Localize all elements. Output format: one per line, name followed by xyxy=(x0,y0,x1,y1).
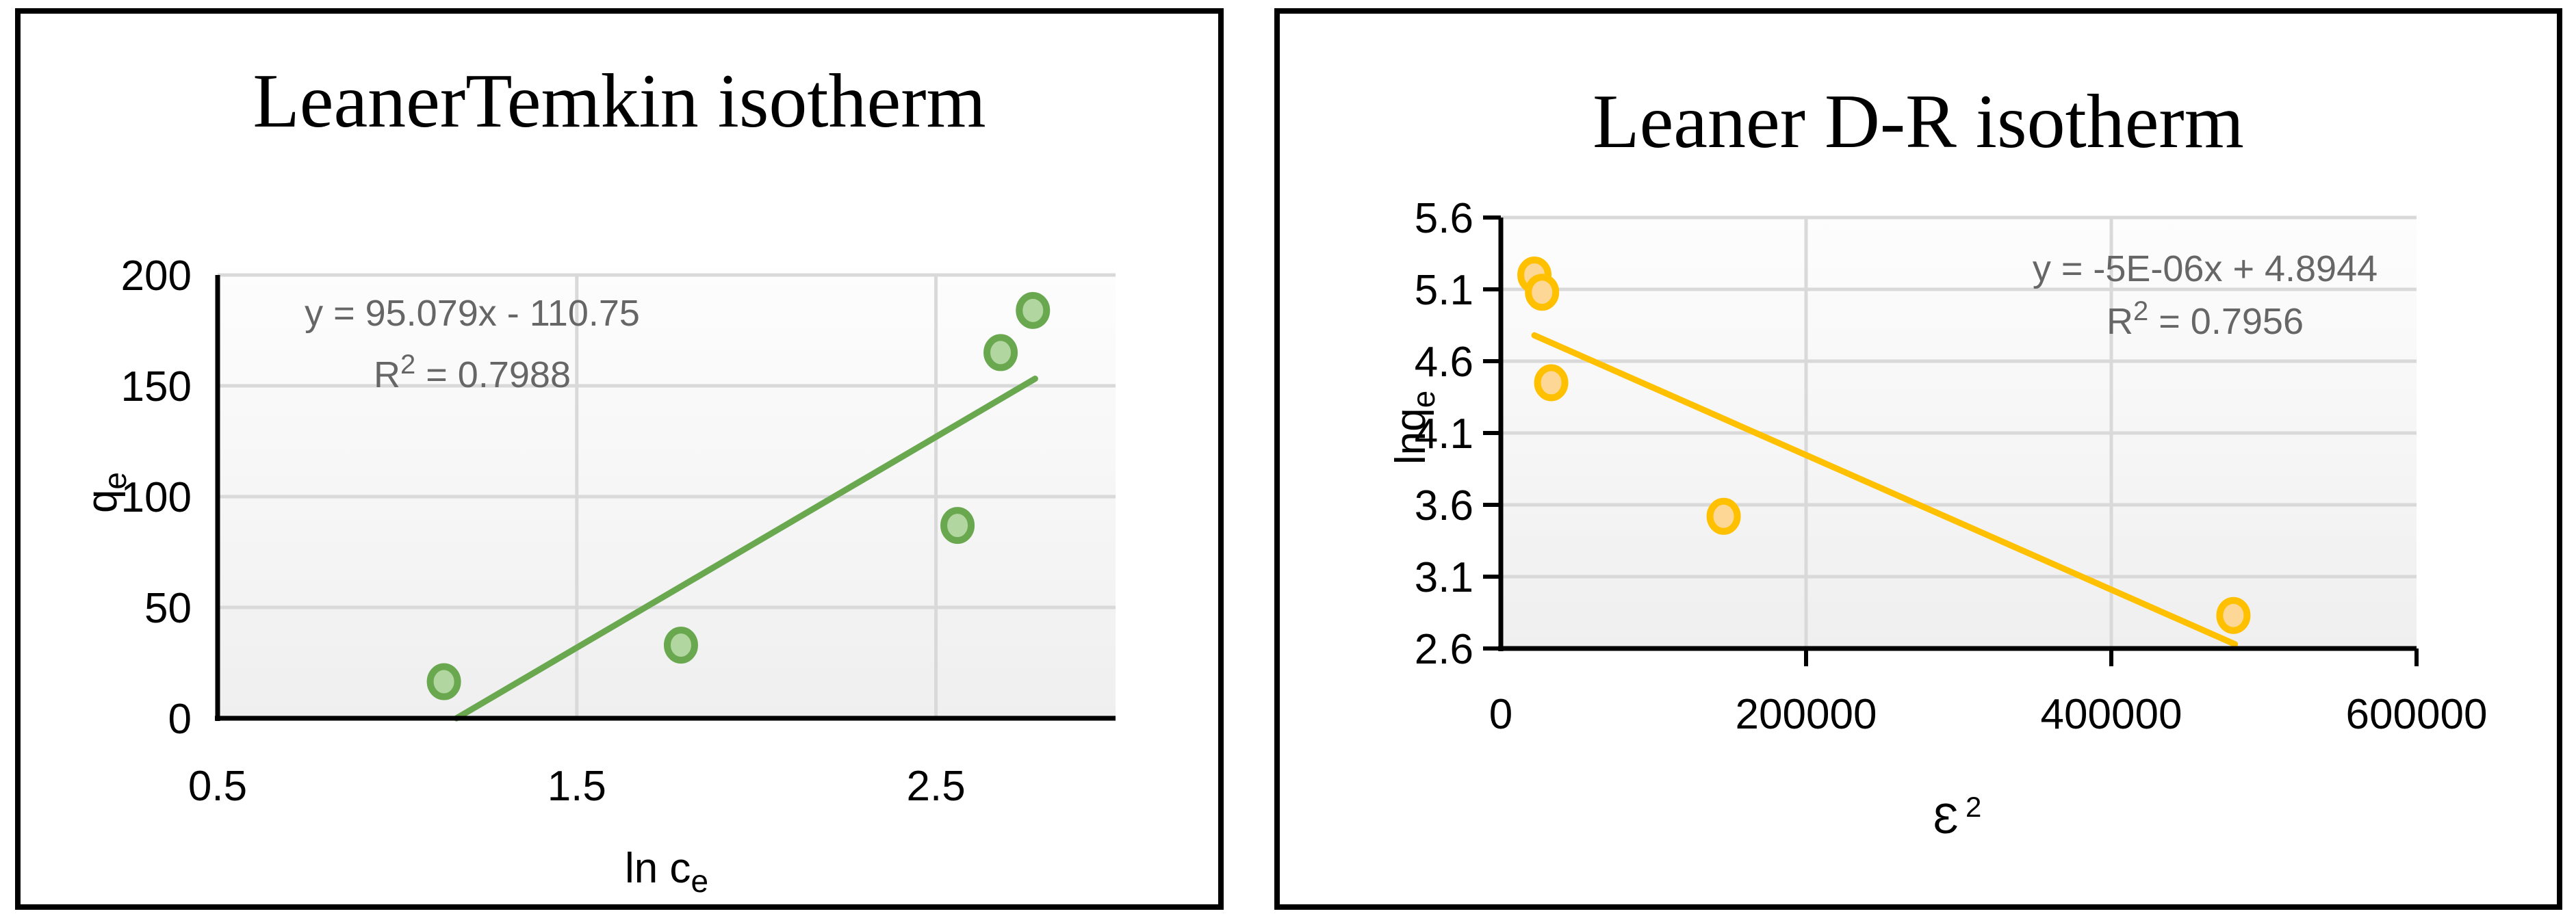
r-squared-label: R2 = 0.7956 xyxy=(2107,296,2304,342)
data-point xyxy=(663,627,698,664)
x-tick-label: 0.5 xyxy=(188,763,247,810)
chart-canvas: 2.6 3.1 3.6 4.1 4.6 5.1 5.6 0 200000 400000 600000… xyxy=(1387,79,2488,843)
trendline-equation: y = 95.079x - 110.75 xyxy=(305,293,640,334)
dr-isotherm-panel: 2.6 3.1 3.6 4.1 4.6 5.1 5.6 0 200000 400000 600000… xyxy=(1274,8,2562,910)
x-axis-title-base: ln c xyxy=(625,845,691,892)
chart-title: LeanerTemkin isotherm xyxy=(253,59,986,144)
x-axis-title: ln ce xyxy=(625,845,708,899)
y-tick-label: 2.6 xyxy=(1415,626,1473,673)
data-point xyxy=(940,507,975,545)
data-point xyxy=(1706,497,1741,535)
y-tick-label: 150 xyxy=(121,363,192,410)
x-tick-label: 400000 xyxy=(2041,691,2182,738)
data-point xyxy=(1525,274,1560,311)
y-axis-title-sub: e xyxy=(97,472,133,490)
x-axis-title-base: Ɛ xyxy=(1933,796,1959,843)
data-point xyxy=(2216,596,2251,634)
y-axis-title-sub: e xyxy=(1406,391,1441,408)
y-tick-label: 50 xyxy=(144,585,192,632)
y-axis-title-base: lnq xyxy=(1387,408,1434,464)
x-axis-title-sup: 2 xyxy=(1966,791,1981,823)
y-axis-title: qe xyxy=(79,472,133,513)
data-point xyxy=(1016,291,1051,329)
x-axis-title-sub: e xyxy=(691,863,708,899)
trendline-equation: y = -5E-06x + 4.8944 xyxy=(2033,248,2378,289)
r-squared-base: R xyxy=(374,354,400,395)
data-point xyxy=(983,334,1018,371)
y-tick-label: 4.1 xyxy=(1415,410,1473,458)
r-squared-rest: = 0.7988 xyxy=(415,354,571,395)
y-tick-label: 100 xyxy=(121,474,192,521)
data-point xyxy=(1534,364,1569,402)
x-tick-label: 1.5 xyxy=(548,763,606,810)
x-tick-label: 2.5 xyxy=(906,763,965,810)
y-tick-label: 200 xyxy=(121,252,192,300)
y-tick-label: 0 xyxy=(168,696,192,743)
y-axis-title-base: q xyxy=(79,490,126,513)
chart-canvas: 0 50 100 150 200 0.5 1.5 2.5 LeanerTemkin isothe… xyxy=(79,59,1116,899)
r-squared-rest: = 0.7956 xyxy=(2148,301,2304,342)
x-tick-label: 0 xyxy=(1489,691,1512,738)
chart-title: Leaner D-R isotherm xyxy=(1593,79,2244,164)
r-squared-base: R xyxy=(2107,301,2133,342)
r-squared-label: R2 = 0.7988 xyxy=(374,350,571,395)
temkin-isotherm-panel: 0 50 100 150 200 0.5 1.5 2.5 LeanerTemkin isothe… xyxy=(15,8,1224,910)
y-tick-label: 5.6 xyxy=(1415,195,1473,242)
y-tick-label: 3.6 xyxy=(1415,482,1473,529)
x-tick-label: 600000 xyxy=(2346,691,2488,738)
y-tick-label: 3.1 xyxy=(1415,554,1473,601)
y-tick-label: 4.6 xyxy=(1415,339,1473,386)
y-tick-label: 5.1 xyxy=(1415,267,1473,314)
r-squared-sup: 2 xyxy=(400,350,415,380)
x-tick-label: 200000 xyxy=(1736,691,1877,738)
r-squared-sup: 2 xyxy=(2133,296,2148,326)
trendline xyxy=(453,376,1038,722)
y-axis-title: lnqe xyxy=(1387,391,1441,464)
trendline xyxy=(1531,332,2239,648)
data-point xyxy=(426,663,461,700)
